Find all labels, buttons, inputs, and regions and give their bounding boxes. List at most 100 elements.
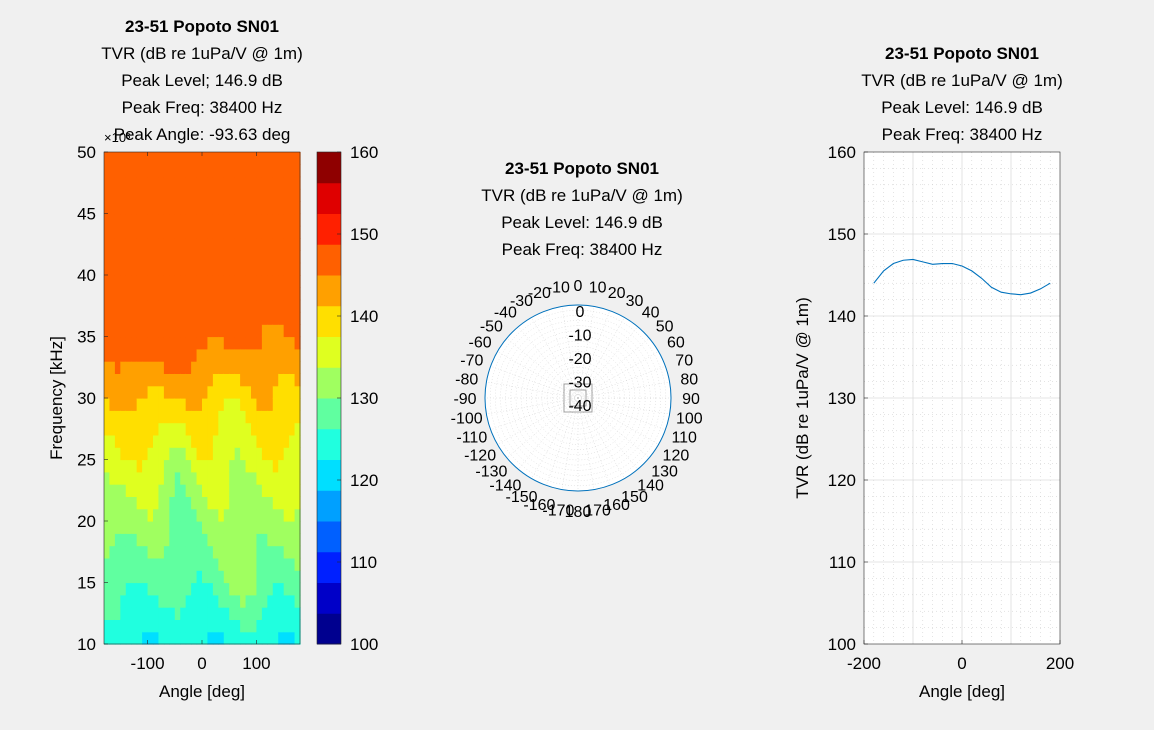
heatmap-cell [240, 631, 247, 645]
heatmap-cell [218, 422, 225, 436]
heatmap-cell [212, 287, 219, 301]
heatmap-cell [218, 459, 225, 473]
heatmap-cell [125, 348, 132, 362]
heatmap-cell [251, 299, 258, 313]
heatmap-cell [207, 385, 214, 399]
heatmap-cell [169, 434, 176, 448]
heatmap-cell [180, 238, 187, 251]
heatmap-cell [245, 262, 252, 276]
polar-spoke [577, 317, 625, 399]
heatmap-cell [196, 275, 203, 288]
heatmap-cell [234, 533, 241, 547]
heatmap-cell [180, 422, 187, 436]
heatmap-cell [191, 188, 198, 202]
heatmap-cell [267, 275, 274, 288]
heatmap-cell [120, 471, 127, 485]
heatmap-cell [174, 225, 181, 239]
heatmap-cell [218, 164, 225, 178]
heatmap-cell [234, 176, 241, 190]
heatmap-cell [153, 570, 160, 584]
heatmap-cell [120, 557, 127, 571]
heatmap-cell [185, 188, 192, 202]
heatmap-cell [153, 533, 160, 547]
polar-spoke [577, 397, 666, 430]
heatmap-cell [109, 262, 116, 276]
heatmap-cell [289, 557, 296, 571]
heatmap-cell [256, 262, 263, 276]
heatmap-cell [136, 336, 143, 350]
heatmap-cell [125, 238, 132, 251]
heatmap-cell [131, 287, 138, 301]
heatmap-cell [131, 176, 138, 190]
heatmap-cell [142, 533, 149, 547]
heatmap-cell [289, 201, 296, 215]
heatmap-cell [251, 484, 258, 497]
heatmap-cell [212, 361, 219, 374]
heatmap-cell [163, 164, 170, 178]
heatmap-cell [218, 238, 225, 251]
heatmap-cell [240, 164, 247, 178]
heatmap-cell [158, 484, 165, 497]
heatmap-cell [223, 287, 230, 301]
heatmap-cell [142, 287, 149, 301]
heatmap-cell [223, 582, 230, 596]
heatmap-cell [109, 336, 116, 350]
heatmap-cell [142, 410, 149, 424]
heatmap-cell [158, 213, 165, 227]
heatmap-cell [136, 570, 143, 584]
heatmap-cell [229, 521, 236, 534]
heatmap-cell [125, 607, 132, 620]
heatmap-cell [245, 521, 252, 534]
heatmap-cell [131, 459, 138, 473]
heatmap-cell [283, 213, 290, 227]
heatmap-cell [283, 570, 290, 584]
heatmap-cell [289, 188, 296, 202]
heatmap-cell [174, 434, 181, 448]
heatmap-cell [136, 348, 143, 362]
heatmap-cell [125, 299, 132, 313]
heatmap-cell [163, 225, 170, 239]
heatmap-cell [120, 336, 127, 350]
heatmap-cell [109, 582, 116, 596]
heatmap-cell [256, 459, 263, 473]
heatmap-cell [153, 521, 160, 534]
heatmap-cell [272, 164, 279, 178]
heatmap-cell [229, 607, 236, 620]
heatmap-cell [163, 459, 170, 473]
polar-spoke [577, 397, 638, 470]
polar-spoke [577, 397, 650, 458]
heatmap-cell [114, 385, 121, 399]
heatmap-cell [191, 299, 198, 313]
heatmap-cell [245, 447, 252, 461]
heatmap-cell [153, 287, 160, 301]
heatmap-cell [207, 324, 214, 338]
heatmap-cell [114, 225, 121, 239]
heatmap-cell [234, 582, 241, 596]
polar-angle-label: 130 [651, 464, 678, 481]
heatmap-cell [278, 459, 285, 473]
heatmap-cell [283, 471, 290, 485]
heatmap-cell [131, 225, 138, 239]
heatmap-cell [163, 521, 170, 534]
heatmap-cell [185, 631, 192, 645]
heatmap-cell [180, 496, 187, 510]
heatmap-cell [163, 545, 170, 559]
polar-spoke [518, 326, 579, 399]
heatmap-cell [147, 398, 154, 411]
heatmap-cell [153, 213, 160, 227]
heatmap-cell [163, 533, 170, 547]
polar-spoke [497, 351, 579, 399]
heatmap-cell [153, 324, 160, 338]
heatmap-cell [163, 176, 170, 190]
heatmap-cell [272, 336, 279, 350]
colorbar [317, 152, 341, 645]
heatmap-cell [251, 287, 258, 301]
heatmap-cell [120, 619, 127, 633]
heatmap-cell [191, 496, 198, 510]
heatmap-cell [267, 607, 274, 620]
heatmap-cell [169, 262, 176, 276]
heatmap-cell [104, 225, 111, 239]
heatmap-cell [104, 447, 111, 461]
heatmap-cell [174, 484, 181, 497]
